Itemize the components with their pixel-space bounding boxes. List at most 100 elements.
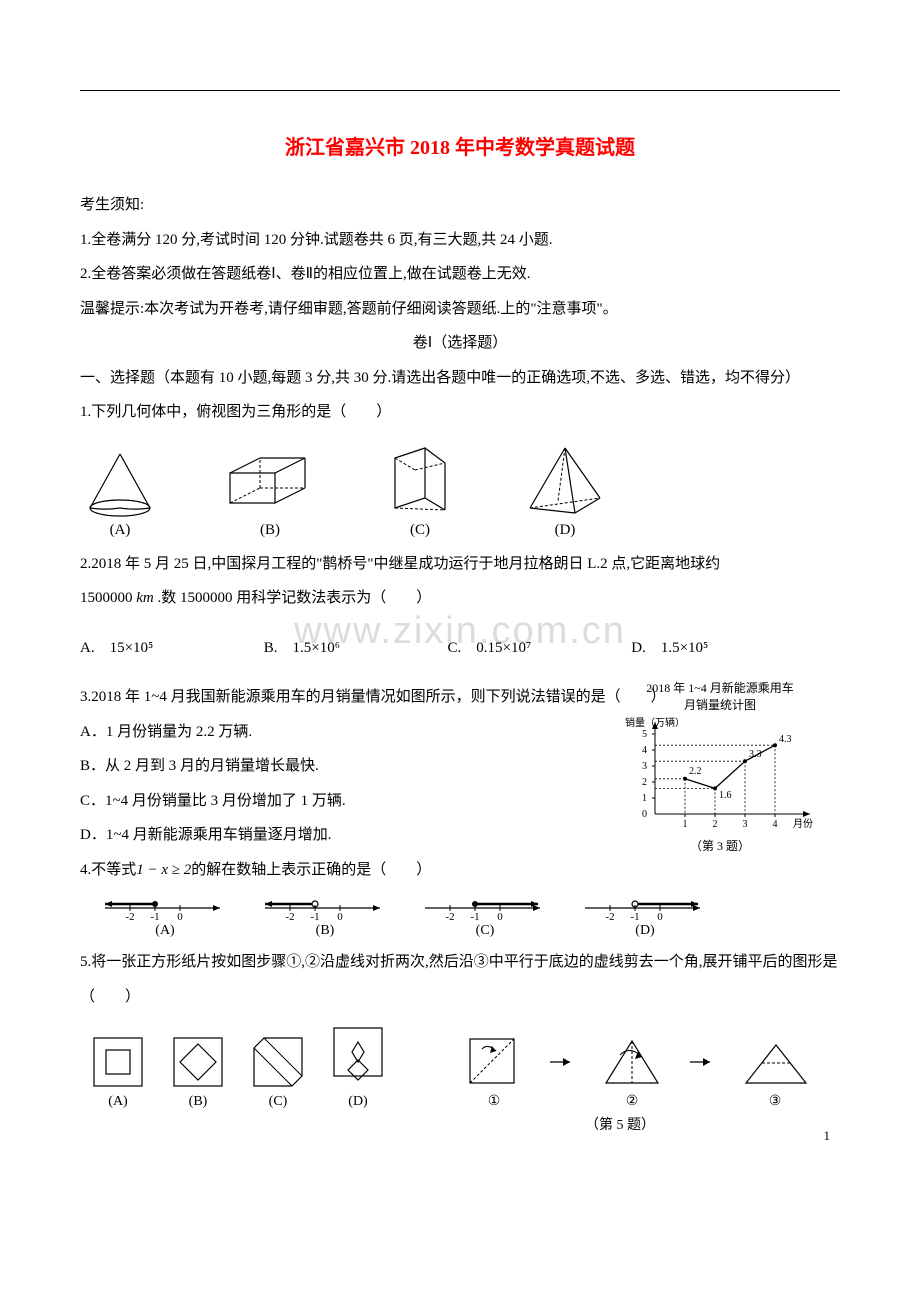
q5-text: 5.将一张正方形纸片按如图步骤①,②沿虚线对折两次,然后沿③中平行于底边的虚线剪… [80,945,840,1014]
fold-step-icon [464,1033,524,1089]
q1-figures: (A) (B) [80,438,840,539]
section-instructions: 一、选择题（本题有 10 小题,每题 3 分,共 30 分.请选出各题中唯一的正… [80,361,840,396]
q1-option-b: (B) [220,448,320,539]
svg-text:-2: -2 [445,911,454,923]
option-label: (B) [189,1094,208,1109]
svg-text:-2: -2 [605,911,614,923]
q4-text: 4.不等式1 − x ≥ 2的解在数轴上表示正确的是（ ） [80,853,840,888]
svg-text:-2: -2 [125,911,134,923]
svg-text:5: 5 [642,729,647,740]
svg-text:月份: 月份 [793,818,813,830]
section-header: 卷Ⅰ（选择题） [80,326,840,361]
svg-text:1: 1 [683,819,688,830]
q2-opt-b: B. 1.5×10⁶ [264,631,444,666]
svg-text:0: 0 [177,911,183,923]
svg-text:4.3: 4.3 [779,734,792,745]
svg-text:1: 1 [642,793,647,804]
intro-line: 温馨提示:本次考试为开卷考,请仔细审题,答题前仔细阅读答题纸.上的"注意事项"。 [80,292,840,327]
svg-text:4: 4 [773,819,778,830]
q2-opt-c: C. 0.15×10⁷ [448,631,628,666]
numberline-icon: -2 -1 0 [260,893,390,923]
q5-arrow [548,1034,576,1110]
cut-corners-icon [250,1034,306,1090]
square-diamond-icon [170,1034,226,1090]
q5-caption: （第 5 题） [400,1114,840,1134]
svg-text:1.6: 1.6 [719,790,732,801]
chart-title-2: 月销量统计图 [610,697,830,714]
q5-opt-b: (B) [170,1034,226,1110]
q2-opt-a: A. 15×10⁵ [80,631,260,666]
q4-expr: 1 − x ≥ 2 [136,862,191,878]
option-label: (D) [555,522,576,538]
q4-opt-b: -2-10 (B) [260,893,390,939]
q5-step-1: ① [464,1033,524,1110]
svg-text:-1: -1 [630,911,639,923]
option-label: (D) [635,923,654,938]
option-label: (A) [108,1094,127,1109]
option-label: (C) [269,1094,288,1109]
intro-line: 1.全卷满分 120 分,考试时间 120 分钟.试题卷共 6 页,有三大题,共… [80,223,840,258]
q2-text-b: 1500000 km .数 1500000 用科学记数法表示为（ ） [80,581,840,616]
exam-title: 浙江省嘉兴市 2018 年中考数学真题试题 [80,131,840,160]
numberline-icon: -2 -1 0 [420,893,550,923]
svg-text:0: 0 [337,911,343,923]
q3-chart: 2018 年 1~4 月新能源乘用车 月销量统计图 0 1 2 3 4 [610,680,830,854]
cone-icon [80,448,160,518]
q5-arrow [688,1034,716,1110]
svg-text:0: 0 [642,809,647,820]
q5-opt-c: (C) [250,1034,306,1110]
q1-option-a: (A) [80,448,160,539]
fold-step-icon [600,1033,664,1089]
chart-title-1: 2018 年 1~4 月新能源乘用车 [610,680,830,697]
q5-opt-a: (A) [90,1034,146,1110]
step-label: ① [488,1094,501,1109]
option-label: (A) [110,522,131,538]
square-small-diamond-icon [330,1024,386,1090]
svg-text:0: 0 [497,911,503,923]
line-chart: 0 1 2 3 4 5 1 2 3 4 [615,714,825,834]
svg-text:0: 0 [657,911,663,923]
q4-text-a: 4.不等式 [80,862,136,878]
q4-options: -2-10 (A) -2-10 (B) [100,893,840,939]
arrow-icon [688,1034,716,1090]
q5-opt-d: (D) [330,1024,386,1110]
q4-opt-a: -2-10 (A) [100,893,230,939]
option-label: (B) [260,522,280,538]
svg-text:-2: -2 [285,911,294,923]
prism-icon [380,438,460,518]
q2-number: 1500000 [80,590,136,606]
q1-option-d: (D) [520,443,610,539]
svg-text:2: 2 [642,777,647,788]
arrow-icon [548,1034,576,1090]
cut-step-icon [740,1033,810,1089]
square-hole-icon [90,1034,146,1090]
q4-opt-d: -2 -1 0 (D) [580,893,710,939]
km-unit: km [136,590,154,606]
chart-caption: （第 3 题） [610,838,830,855]
cuboid-icon [220,448,320,518]
svg-text:-1: -1 [310,911,319,923]
q2-opt-d: D. 1.5×10⁵ [631,631,811,666]
svg-text:2.2: 2.2 [689,766,702,777]
step-label: ② [626,1094,639,1109]
q2-options: A. 15×10⁵ B. 1.5×10⁶ C. 0.15×10⁷ D. 1.5×… [80,631,840,666]
q2-tail: .数 1500000 用科学记数法表示为（ ） [154,590,432,606]
svg-text:-1: -1 [150,911,159,923]
svg-text:销量（万辆）: 销量（万辆） [625,716,685,729]
q1-option-c: (C) [380,438,460,539]
numberline-icon: -2 -1 0 [580,893,710,923]
q4-text-b: 的解在数轴上表示正确的是（ ） [191,862,431,878]
svg-text:3: 3 [642,761,647,772]
step-label: ③ [769,1094,782,1109]
q4-opt-c: -2 -1 0 (C) [420,893,550,939]
option-label: (C) [476,923,495,938]
option-label: (C) [410,522,430,538]
svg-text:3.3: 3.3 [749,749,762,760]
svg-text:-1: -1 [470,911,479,923]
option-label: (D) [348,1094,367,1109]
intro-line: 2.全卷答案必须做在答题纸卷Ⅰ、卷Ⅱ的相应位置上,做在试题卷上无效. [80,257,840,292]
q2-text-a: 2.2018 年 5 月 25 日,中国探月工程的"鹊桥号"中继星成功运行于地月… [80,547,840,582]
pyramid-icon [520,443,610,518]
q5-step-3: ③ [740,1033,810,1110]
svg-text:4: 4 [642,745,647,756]
